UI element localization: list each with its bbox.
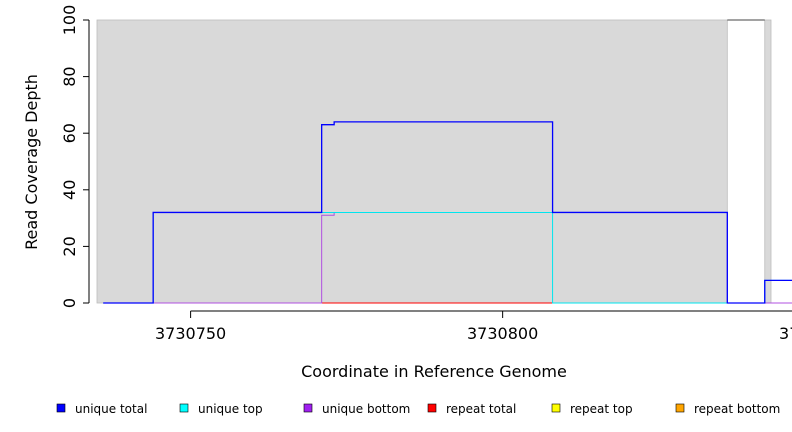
x-tick-label: 3730800 — [467, 324, 538, 343]
axes — [88, 20, 792, 312]
legend-swatch — [675, 403, 685, 413]
legend-swatch — [551, 403, 561, 413]
x-tick-label: 3730750 — [155, 324, 226, 343]
legend-swatch — [179, 403, 189, 413]
legend-label: repeat bottom — [694, 402, 780, 416]
y-tick-label: 20 — [60, 236, 79, 256]
legend-swatch — [427, 403, 437, 413]
legend: unique total unique top unique bottom repea… — [56, 402, 780, 416]
plot-panels — [96, 19, 772, 304]
legend-item-repeat-total: repeat total — [427, 402, 516, 416]
legend-label: unique total — [75, 402, 147, 416]
legend-label: repeat total — [446, 402, 516, 416]
y-tick-label: 0 — [60, 298, 79, 308]
legend-item-repeat-top: repeat top — [551, 402, 633, 416]
legend-label: unique bottom — [322, 402, 410, 416]
y-axis-title: Read Coverage Depth — [22, 74, 41, 250]
x-axis-title: Coordinate in Reference Genome — [301, 362, 567, 381]
y-tick-label: 40 — [60, 180, 79, 200]
plot-panel-left — [96, 19, 728, 304]
legend-label: unique top — [198, 402, 263, 416]
legend-label: repeat top — [570, 402, 633, 416]
series-line-unique-total — [103, 121, 792, 304]
y-tick-label: 80 — [60, 66, 79, 86]
legend-item-unique-total: unique total — [56, 402, 147, 416]
y-tick-label: 100 — [60, 5, 79, 36]
legend-item-unique-bottom: unique bottom — [303, 402, 410, 416]
series-layer — [103, 121, 792, 304]
x-ticks: 3730750373080037308503730900 — [155, 311, 792, 343]
plot-panel-right — [764, 19, 772, 304]
legend-item-unique-top: unique top — [179, 402, 263, 416]
series-line-unique-top — [103, 211, 792, 304]
y-ticks: 0 20 40 60 80 100 — [60, 5, 89, 308]
legend-swatch — [303, 403, 313, 413]
x-tick-label: 3730850 — [779, 324, 792, 343]
y-tick-label: 60 — [60, 123, 79, 143]
legend-swatch — [56, 403, 66, 413]
legend-item-repeat-bottom: repeat bottom — [675, 402, 780, 416]
